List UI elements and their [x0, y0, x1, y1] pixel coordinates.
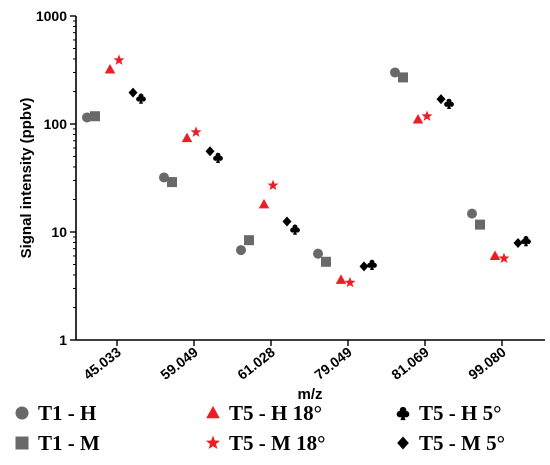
- legend-item: T5 - H 5°: [396, 401, 501, 425]
- data-point-diamond: [282, 216, 292, 227]
- data-point-club: [290, 224, 300, 235]
- legend-label: T5 - M 5°: [419, 431, 505, 455]
- legend-club-icon: [396, 406, 410, 421]
- x-tick-label: 81.069: [388, 344, 432, 383]
- y-axis-title: Signal intensity (ppbv): [18, 98, 35, 259]
- data-point-star: [190, 126, 202, 137]
- data-point-club: [136, 93, 146, 104]
- legend-label: T1 - H: [38, 401, 96, 425]
- data-point-triangle: [335, 274, 347, 284]
- legend-star-icon: [205, 435, 221, 450]
- data-point-circle: [313, 248, 323, 259]
- data-point-diamond: [205, 146, 215, 157]
- legend-item: T1 - M: [15, 431, 100, 455]
- data-point-circle: [159, 172, 169, 183]
- data-point-square: [90, 111, 100, 122]
- legend: T1 - H T1 - M T5 - H 18° T5 - M 18° T5 - M 5…: [15, 401, 505, 455]
- x-tick-label: 99.080: [465, 344, 509, 383]
- x-tick-label: 59.049: [157, 344, 201, 383]
- data-point-diamond: [436, 94, 446, 105]
- legend-item: T5 - M 18°: [205, 431, 325, 455]
- data-point-circle: [236, 245, 246, 256]
- legend-item: T5 - H 18°: [206, 401, 322, 425]
- x-axis-title: m/z: [297, 386, 322, 403]
- legend-item: T5 - M 5°: [397, 431, 505, 455]
- x-tick-label: 45.033: [80, 344, 124, 383]
- data-point-star: [113, 54, 125, 65]
- data-point-club: [444, 98, 454, 109]
- data-point-circle: [390, 67, 400, 78]
- data-point-circle: [82, 112, 92, 123]
- legend-label: T1 - M: [38, 431, 100, 455]
- data-point-club: [367, 259, 377, 271]
- y-tick-label: 10: [51, 224, 67, 240]
- legend-triangle-icon: [206, 405, 220, 419]
- data-point-square: [321, 256, 331, 267]
- data-point-diamond: [128, 87, 138, 98]
- data-point-triangle: [104, 63, 116, 74]
- x-tick-label: 61.028: [234, 344, 278, 383]
- data-point-star: [344, 276, 356, 288]
- x-tick-label: 79.049: [311, 344, 355, 383]
- data-point-circle: [467, 208, 477, 219]
- legend-diamond-icon: [397, 436, 409, 450]
- legend-square-icon: [15, 436, 29, 450]
- plot-area: 1 10 100 1000 Signal intensity (ppbv) 45.033 5…: [18, 8, 545, 403]
- data-point-square: [167, 177, 177, 188]
- data-point-star: [421, 110, 433, 121]
- data-point-club: [521, 235, 531, 247]
- data-point-diamond: [359, 261, 369, 272]
- data-point-diamond: [513, 238, 523, 249]
- legend-circle-icon: [15, 406, 29, 420]
- data-point-triangle: [258, 198, 270, 209]
- legend-label: T5 - M 18°: [229, 431, 325, 455]
- data-point-triangle: [412, 114, 424, 124]
- data-point-square: [244, 235, 254, 246]
- y-tick-label: 1: [59, 332, 67, 348]
- y-tick-label: 100: [44, 116, 68, 132]
- legend-label: T5 - H 5°: [419, 401, 501, 425]
- data-point-club: [213, 152, 223, 163]
- data-point-star: [498, 252, 510, 264]
- data-point-triangle: [181, 132, 193, 143]
- data-point-triangle: [489, 250, 501, 260]
- legend-label: T5 - H 18°: [229, 401, 322, 425]
- data-point-star: [267, 179, 279, 191]
- legend-item: T1 - H: [15, 401, 96, 425]
- data-point-square: [475, 219, 485, 230]
- y-tick-label: 1000: [36, 8, 67, 24]
- data-point-square: [398, 72, 408, 83]
